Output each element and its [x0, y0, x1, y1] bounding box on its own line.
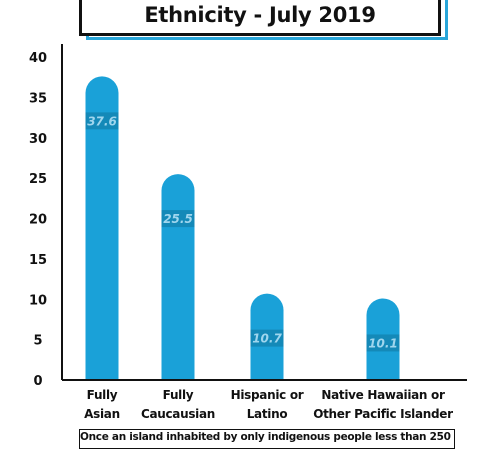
y-tick-label: 25	[29, 172, 47, 187]
bar	[85, 76, 119, 380]
value-label-band	[161, 210, 195, 228]
category-label-line: Caucausian	[140, 407, 216, 421]
bar	[161, 174, 195, 380]
category-label: Native Hawaiian or Other Pacific Islander	[303, 386, 463, 424]
y-tick-label: 5	[33, 334, 42, 349]
y-tick-label: 10	[29, 293, 47, 308]
category-label: Fully Caucausian	[98, 386, 258, 424]
value-label-band	[85, 112, 119, 130]
value-label-band	[250, 329, 284, 347]
y-tick-label: 40	[29, 51, 47, 66]
category-label-line: Latino	[246, 407, 288, 421]
value-label: 37.6	[87, 114, 117, 128]
category-label: Fully Asian	[22, 386, 182, 424]
y-tick-label: 20	[29, 213, 47, 228]
y-tick-label: 30	[29, 132, 47, 147]
category-label-line: Other Pacific Islander	[313, 407, 453, 421]
category-label-line: Fully	[162, 388, 194, 402]
footer-note: Once an island inhabited by only indigen…	[79, 429, 455, 449]
y-tick-label: 35	[29, 91, 47, 106]
y-tick-label: 15	[29, 253, 47, 268]
category-label-line: Hispanic or	[230, 388, 304, 402]
title-frame	[79, 0, 441, 36]
category-label-line: Native Hawaiian or	[321, 388, 445, 402]
chart-title: Ethnicity - July 2019	[144, 3, 376, 27]
value-label: 10.7	[252, 332, 282, 346]
y-tick-label: 0	[33, 374, 42, 389]
category-label: Hispanic or Latino	[187, 386, 347, 424]
category-label-line: Fully	[86, 388, 118, 402]
value-label: 10.1	[368, 336, 398, 350]
value-label-band	[366, 334, 400, 352]
value-label: 25.5	[163, 212, 193, 226]
category-label-line: Asian	[84, 407, 120, 421]
